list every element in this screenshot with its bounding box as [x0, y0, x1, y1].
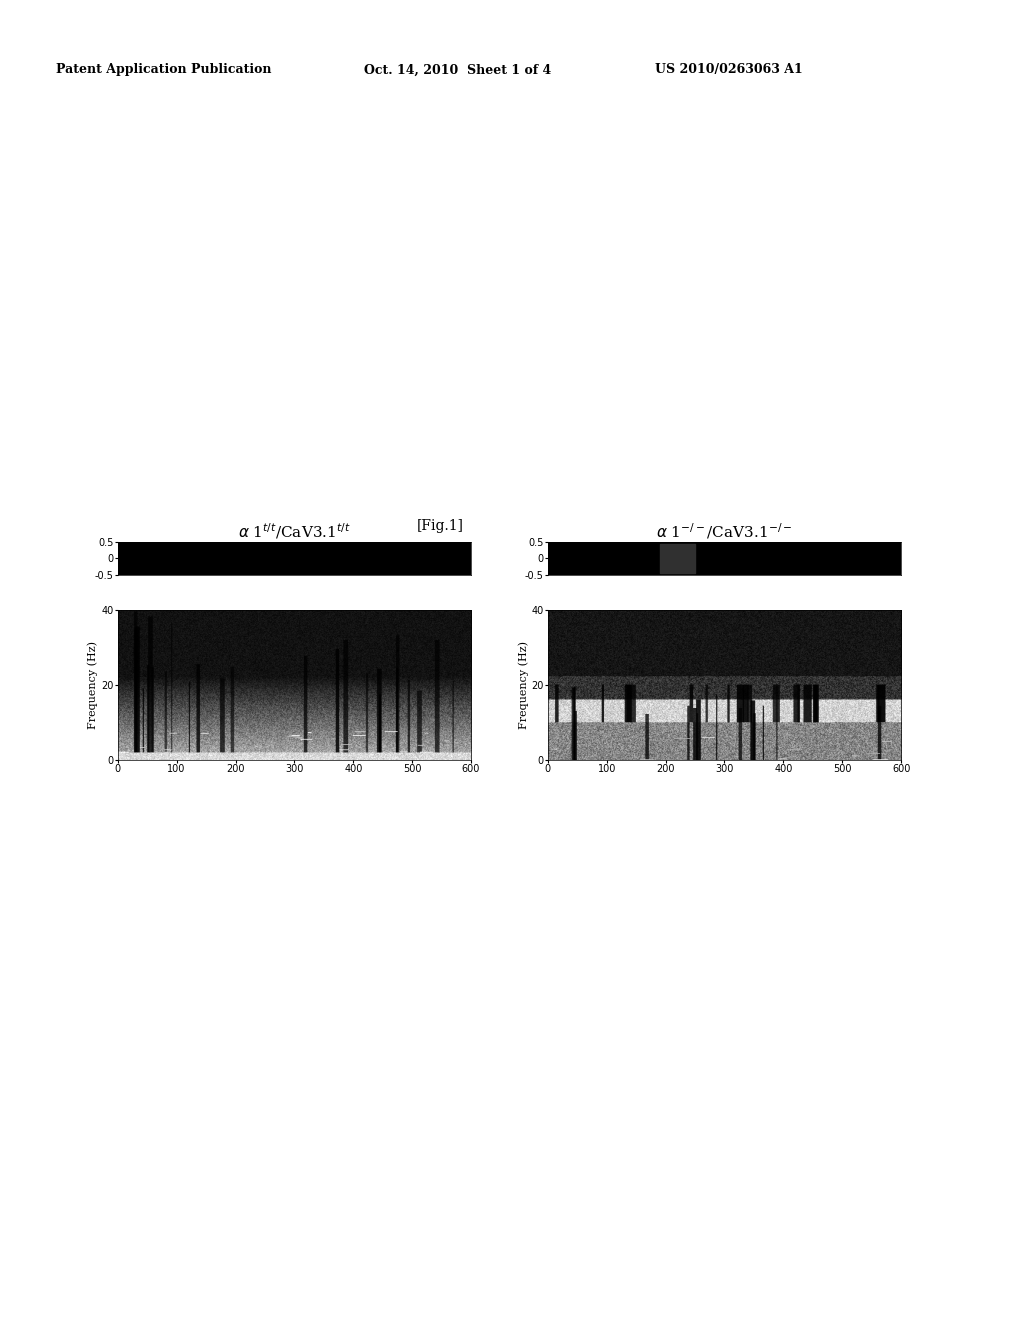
Y-axis label: Frequency (Hz): Frequency (Hz): [518, 642, 528, 729]
Text: Oct. 14, 2010  Sheet 1 of 4: Oct. 14, 2010 Sheet 1 of 4: [364, 63, 551, 77]
Title: $\alpha$ 1$^{t/t}$/CaV3.1$^{t/t}$: $\alpha$ 1$^{t/t}$/CaV3.1$^{t/t}$: [238, 521, 351, 541]
Text: Patent Application Publication: Patent Application Publication: [56, 63, 271, 77]
Y-axis label: Frequency (Hz): Frequency (Hz): [88, 642, 98, 729]
Text: US 2010/0263063 A1: US 2010/0263063 A1: [655, 63, 803, 77]
Text: [Fig.1]: [Fig.1]: [417, 519, 464, 533]
Title: $\alpha$ 1$^{-/-}$/CaV3.1$^{-/-}$: $\alpha$ 1$^{-/-}$/CaV3.1$^{-/-}$: [656, 521, 793, 541]
